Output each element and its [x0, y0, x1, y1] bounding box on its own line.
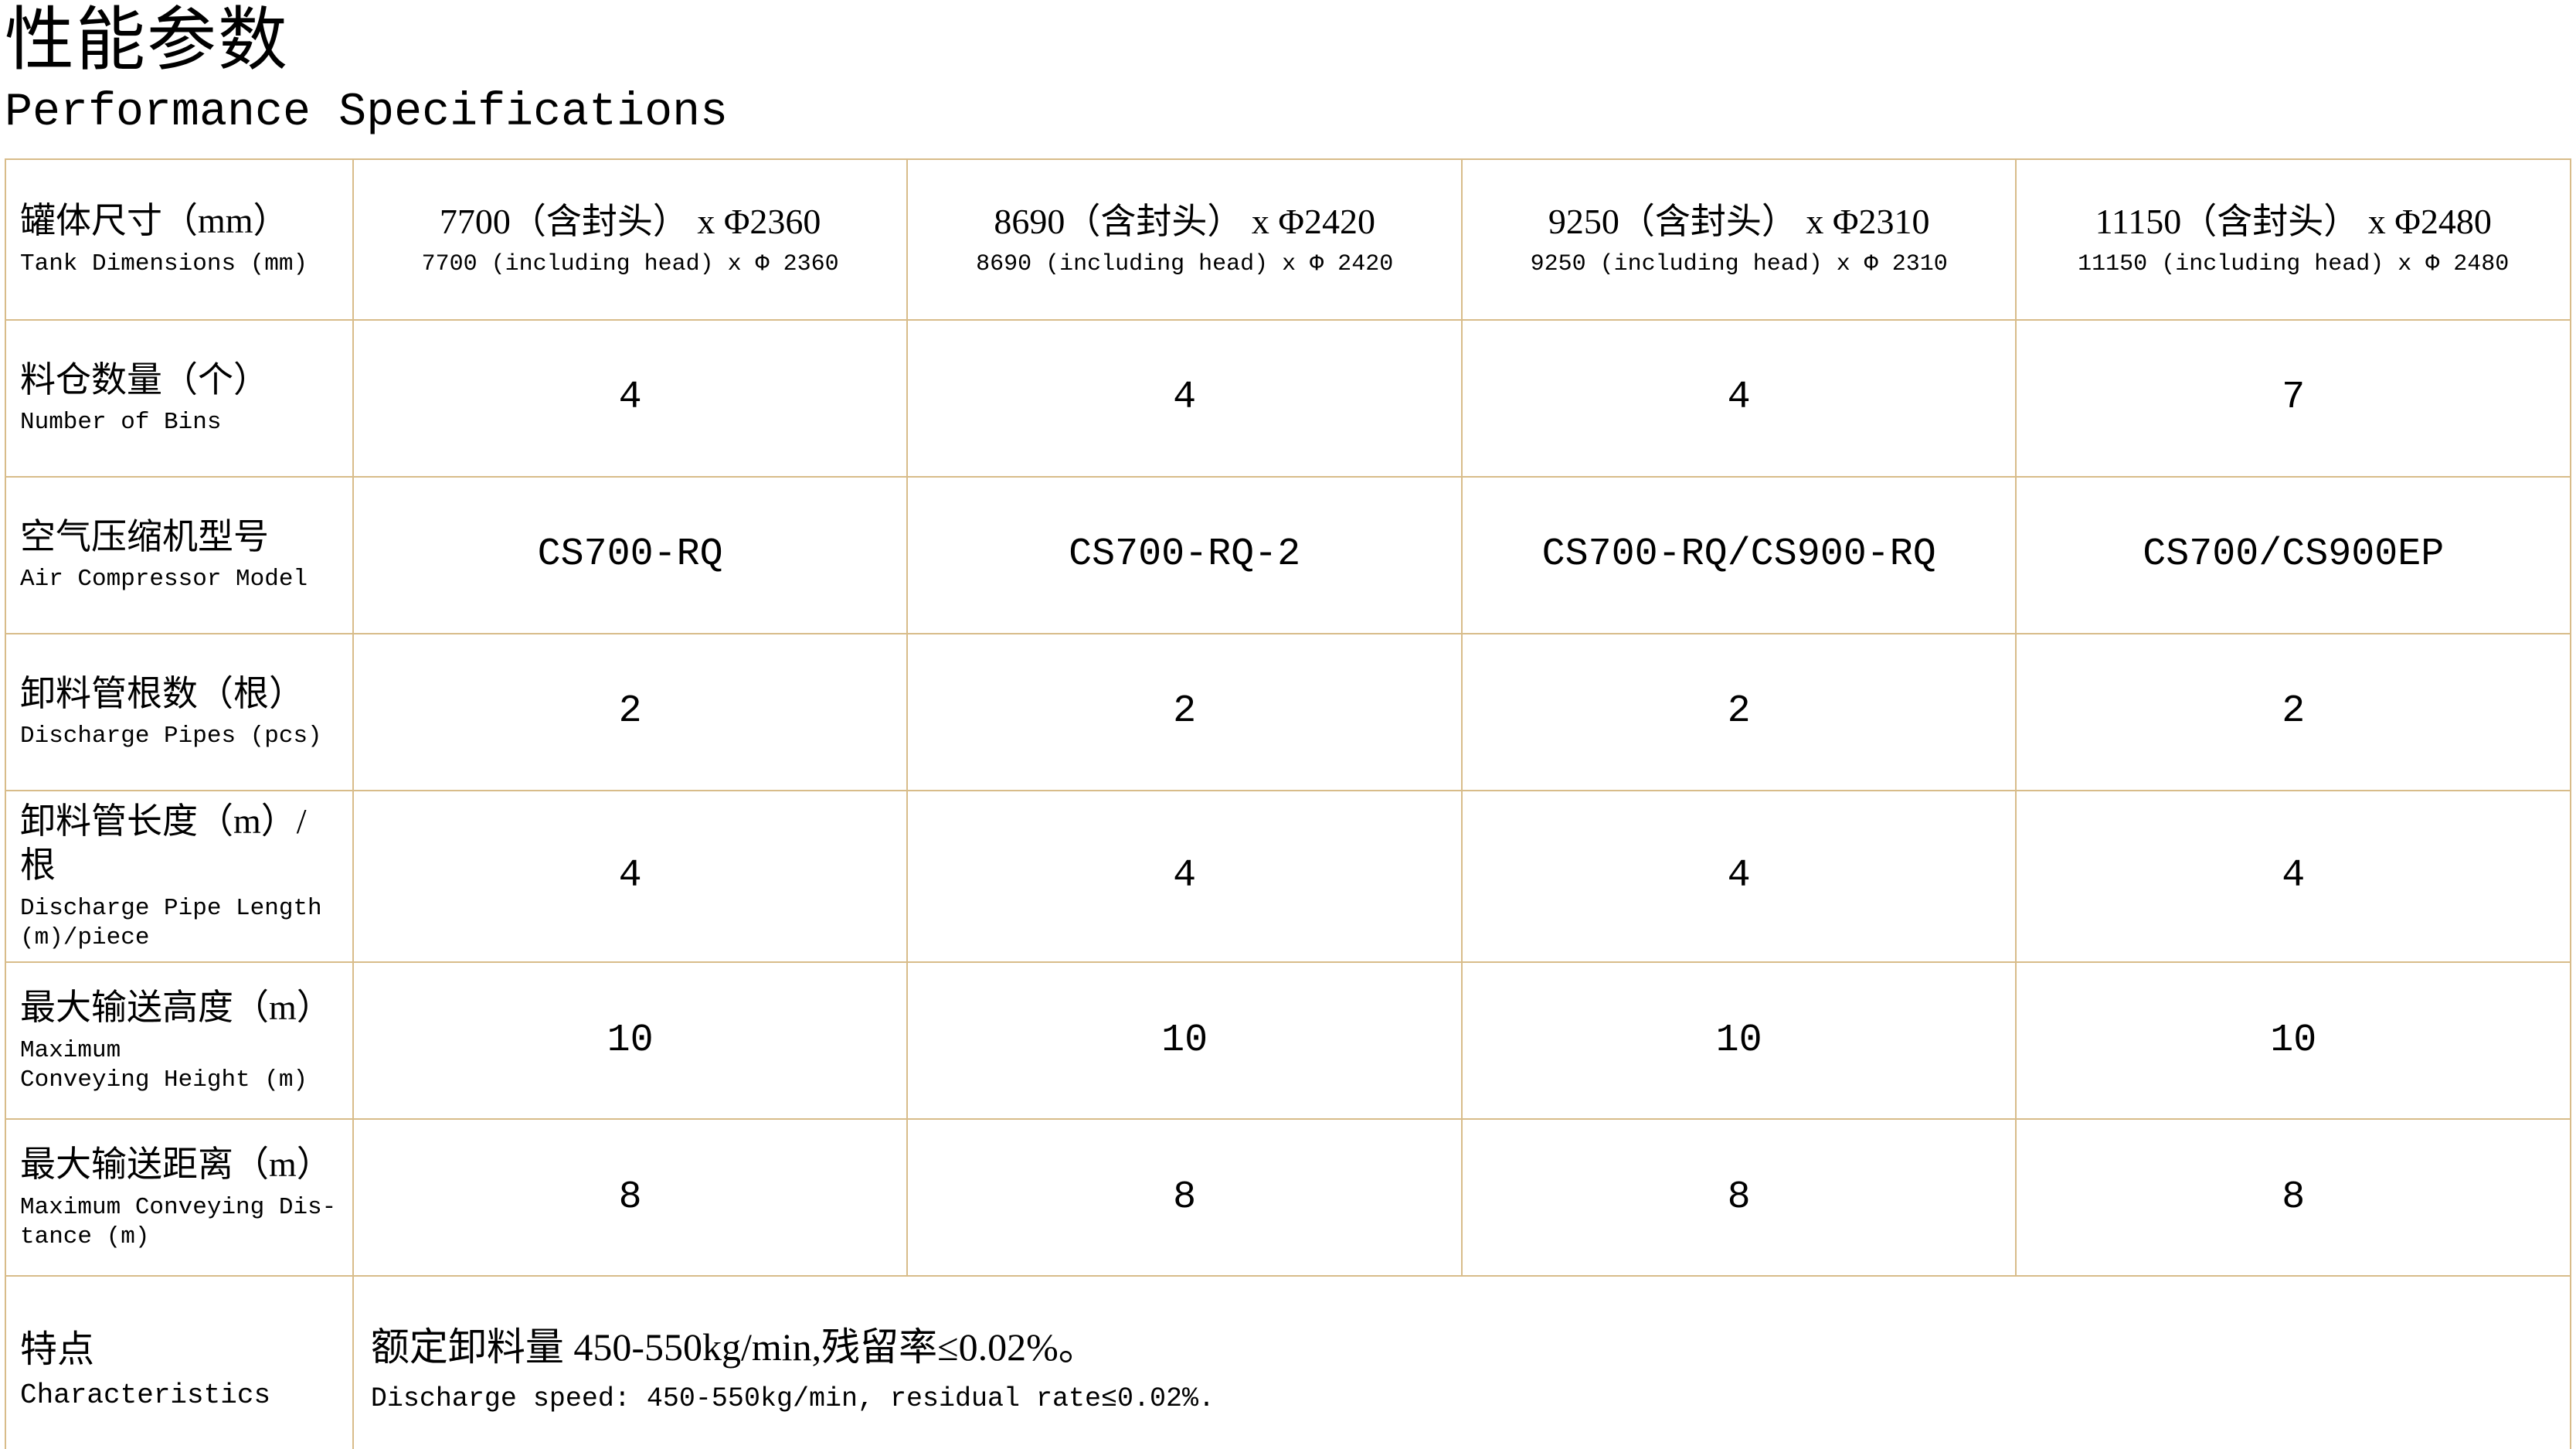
- row-label-zh: 最大输送距离（m）: [20, 1145, 332, 1184]
- label-cell-characteristics: 特点 Characteristics: [5, 1275, 354, 1449]
- value-cell-compressor-4: CS700/CS900EP: [2015, 475, 2571, 634]
- value-model: CS700-RQ: [537, 532, 723, 577]
- value-cell-compressor-2: CS700-RQ-2: [906, 475, 1463, 634]
- row-label-en: Discharge Pipes (pcs): [20, 723, 322, 750]
- value-cell-pipes-3: 2: [1460, 632, 2017, 791]
- table-row-tank-dimensions: 罐体尺寸（mm） Tank Dimensions (mm) 7700（含封头） …: [5, 158, 2571, 321]
- value-number: 8: [1727, 1175, 1751, 1219]
- table-row-max-conveying-distance: 最大输送距离（m） Maximum Conveying Dis- tance (…: [5, 1118, 2571, 1277]
- value-cell-bins-3: 4: [1460, 318, 2017, 478]
- value-cell-distance-3: 8: [1460, 1118, 2017, 1277]
- value-cell-pipes-1: 2: [352, 632, 909, 791]
- value-cell-pipe-length-4: 4: [2015, 789, 2571, 963]
- label-cell-tank-dimensions: 罐体尺寸（mm） Tank Dimensions (mm): [5, 158, 354, 321]
- row-label-en: Characteristics: [20, 1379, 271, 1411]
- row-label-zh: 卸料管根数（根）: [20, 673, 304, 713]
- row-label-zh: 罐体尺寸（mm）: [20, 201, 289, 241]
- dimension-zh: 11150（含封头） x Φ2480: [2095, 201, 2492, 241]
- table-row-discharge-pipe-length: 卸料管长度（m）/根 Discharge Pipe Length (m)/pie…: [5, 789, 2571, 963]
- value-number: 4: [2282, 853, 2306, 898]
- table-row-discharge-pipes: 卸料管根数（根） Discharge Pipes (pcs) 2 2 2 2: [5, 632, 2571, 791]
- value-number: 7: [2282, 376, 2306, 420]
- row-label-en: Number of Bins: [20, 409, 222, 437]
- value-number: 10: [2270, 1018, 2317, 1063]
- value-number: 4: [1173, 853, 1197, 898]
- value-model: CS700-RQ/CS900-RQ: [1541, 532, 1936, 577]
- row-label-zh: 最大输送高度（m）: [20, 988, 332, 1027]
- value-number: 10: [1161, 1018, 1208, 1063]
- value-number: 10: [607, 1018, 654, 1063]
- dimension-en: 7700 (including head) x Φ 2360: [421, 251, 839, 278]
- row-label-en: Air Compressor Model: [20, 566, 308, 594]
- value-cell-pipe-length-3: 4: [1460, 789, 2017, 963]
- table-row-max-conveying-height: 最大输送高度（m） Maximum Conveying Height (m) 1…: [5, 961, 2571, 1120]
- value-cell-distance-1: 8: [352, 1118, 909, 1277]
- dimension-zh: 7700（含封头） x Φ2360: [439, 201, 821, 241]
- dimension-zh: 9250（含封头） x Φ2310: [1548, 201, 1930, 241]
- value-number: 2: [1173, 689, 1197, 733]
- label-cell-number-of-bins: 料仓数量（个） Number of Bins: [5, 318, 354, 478]
- dimension-en: 8690 (including head) x Φ 2420: [976, 251, 1394, 278]
- value-cell-bins-2: 4: [906, 318, 1463, 478]
- row-label-zh: 空气压缩机型号: [20, 516, 269, 556]
- value-number: 4: [1727, 853, 1751, 898]
- value-number: 4: [618, 853, 642, 898]
- table-row-number-of-bins: 料仓数量（个） Number of Bins 4 4 4 7: [5, 318, 2571, 478]
- page-title-english: Performance Specifications: [5, 86, 729, 139]
- value-model: CS700/CS900EP: [2143, 532, 2445, 577]
- dimension-en: 11150 (including head) x Φ 2480: [2078, 251, 2510, 278]
- row-label-en: Maximum Conveying Height (m): [20, 1036, 308, 1094]
- value-number: 8: [618, 1175, 642, 1219]
- value-cell-height-2: 10: [906, 961, 1463, 1120]
- label-cell-max-conveying-height: 最大输送高度（m） Maximum Conveying Height (m): [5, 961, 354, 1120]
- value-number: 2: [2282, 689, 2306, 733]
- row-label-zh: 料仓数量（个）: [20, 359, 269, 400]
- value-number: 8: [1173, 1175, 1197, 1219]
- value-number: 10: [1715, 1018, 1762, 1063]
- value-number: 4: [1173, 376, 1197, 420]
- dimension-zh: 8690（含封头） x Φ2420: [994, 201, 1375, 241]
- value-cell-height-3: 10: [1460, 961, 2017, 1120]
- value-cell-pipes-2: 2: [906, 632, 1463, 791]
- value-number: 4: [618, 376, 642, 420]
- value-cell-compressor-3: CS700-RQ/CS900-RQ: [1460, 475, 2017, 634]
- dimension-en: 9250 (including head) x Φ 2310: [1530, 251, 1948, 278]
- value-cell-dimensions-2: 8690（含封头） x Φ2420 8690 (including head) …: [906, 158, 1463, 321]
- characteristics-note-zh: 额定卸料量 450-550kg/min,残留率≤0.02%。: [370, 1325, 1097, 1369]
- label-cell-discharge-pipe-length: 卸料管长度（m）/根 Discharge Pipe Length (m)/pie…: [5, 789, 354, 963]
- value-cell-compressor-1: CS700-RQ: [352, 475, 909, 634]
- table-row-characteristics: 特点 Characteristics 额定卸料量 450-550kg/min,残…: [5, 1275, 2572, 1449]
- value-model: CS700-RQ-2: [1069, 532, 1301, 577]
- value-cell-bins-1: 4: [352, 318, 909, 478]
- page-title-chinese: 性能参数: [5, 2, 289, 79]
- value-cell-distance-2: 8: [906, 1118, 1463, 1277]
- value-cell-height-4: 10: [2015, 961, 2571, 1120]
- performance-spec-table: 罐体尺寸（mm） Tank Dimensions (mm) 7700（含封头） …: [5, 158, 2572, 1449]
- label-cell-discharge-pipes: 卸料管根数（根） Discharge Pipes (pcs): [5, 632, 354, 791]
- value-cell-dimensions-3: 9250（含封头） x Φ2310 9250 (including head) …: [1460, 158, 2017, 321]
- value-cell-height-1: 10: [352, 961, 909, 1120]
- label-cell-air-compressor-model: 空气压缩机型号 Air Compressor Model: [5, 475, 354, 634]
- value-cell-bins-4: 7: [2015, 318, 2571, 478]
- value-cell-dimensions-1: 7700（含封头） x Φ2360 7700 (including head) …: [352, 158, 909, 321]
- table-row-air-compressor-model: 空气压缩机型号 Air Compressor Model CS700-RQ CS…: [5, 475, 2571, 634]
- row-label-en: Maximum Conveying Dis- tance (m): [20, 1193, 337, 1251]
- value-number: 4: [1727, 376, 1751, 420]
- row-label-en: Discharge Pipe Length (m)/piece: [20, 894, 322, 952]
- value-cell-pipe-length-1: 4: [352, 789, 909, 963]
- label-cell-max-conveying-distance: 最大输送距离（m） Maximum Conveying Dis- tance (…: [5, 1118, 354, 1277]
- characteristics-note-cell: 额定卸料量 450-550kg/min,残留率≤0.02%。 Discharge…: [352, 1275, 2572, 1449]
- value-number: 8: [2282, 1175, 2306, 1219]
- characteristics-note-en: Discharge speed: 450-550kg/min, residual…: [370, 1383, 1215, 1414]
- row-label-en: Tank Dimensions (mm): [20, 250, 308, 277]
- value-cell-distance-4: 8: [2015, 1118, 2571, 1277]
- value-cell-pipe-length-2: 4: [906, 789, 1463, 963]
- value-cell-pipes-4: 2: [2015, 632, 2571, 791]
- row-label-zh: 特点: [20, 1328, 95, 1370]
- value-cell-dimensions-4: 11150（含封头） x Φ2480 11150 (including head…: [2015, 158, 2571, 321]
- row-label-zh: 卸料管长度（m）/根: [20, 801, 307, 886]
- value-number: 2: [618, 689, 642, 733]
- value-number: 2: [1727, 689, 1751, 733]
